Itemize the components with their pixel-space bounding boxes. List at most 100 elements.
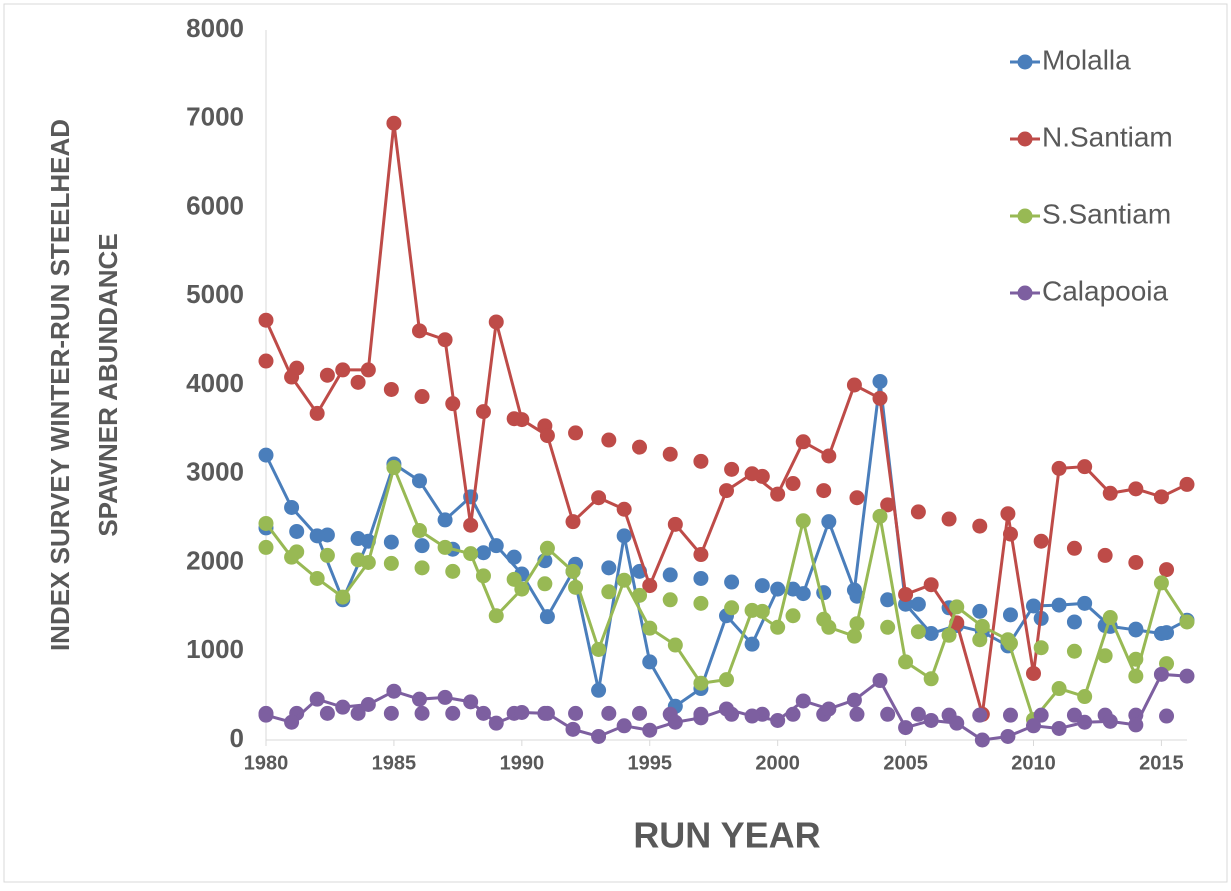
data-point <box>846 582 862 598</box>
data-point <box>795 434 811 450</box>
data-point <box>437 512 453 528</box>
trend-point <box>880 619 896 635</box>
data-point <box>412 691 427 707</box>
trend-point <box>475 545 491 561</box>
data-point <box>1102 713 1118 729</box>
data-point <box>1077 714 1093 730</box>
data-point <box>437 539 453 555</box>
trend-point <box>289 523 305 539</box>
data-point <box>284 499 300 515</box>
trend-point <box>445 563 461 579</box>
data-point <box>360 697 376 712</box>
x-tick-label: 1990 <box>500 752 545 774</box>
data-point <box>309 405 325 421</box>
trend-point <box>350 705 366 721</box>
trend-point <box>601 560 617 576</box>
data-point <box>258 312 274 328</box>
trend-point <box>1066 643 1082 659</box>
data-point <box>744 466 760 482</box>
trend-point <box>601 705 617 721</box>
trend-point <box>383 534 399 550</box>
data-point <box>795 586 811 602</box>
data-point <box>770 486 786 502</box>
data-point <box>642 620 658 636</box>
data-point <box>1000 632 1016 648</box>
data-point <box>821 701 837 717</box>
trend-point <box>319 367 335 383</box>
data-point <box>821 619 837 635</box>
data-point <box>386 683 402 699</box>
data-point <box>1051 720 1067 736</box>
legend-label: Molalla <box>1042 44 1131 75</box>
data-point <box>1153 489 1169 505</box>
trend-point <box>1002 707 1018 723</box>
data-point <box>1051 681 1067 697</box>
trend-point <box>754 578 770 594</box>
trend-point <box>632 439 648 455</box>
data-point <box>693 710 709 726</box>
data-point <box>412 523 427 539</box>
data-point <box>616 572 632 588</box>
data-point <box>770 581 786 597</box>
trend-point <box>383 381 399 397</box>
data-point <box>437 689 453 705</box>
data-point <box>846 377 862 393</box>
data-point <box>1153 575 1169 591</box>
data-point <box>565 563 581 579</box>
legend-label: N.Santiam <box>1042 121 1173 152</box>
data-point <box>1000 506 1016 522</box>
trend-point <box>910 596 926 612</box>
trend-point <box>319 705 335 721</box>
data-point <box>642 578 658 594</box>
x-tick-label: 2010 <box>1011 752 1056 774</box>
data-point <box>693 675 709 691</box>
data-point <box>1153 666 1169 682</box>
trend-point <box>662 592 678 608</box>
data-point <box>616 501 632 517</box>
y-tick-label: 4000 <box>186 368 244 398</box>
trend-point <box>1066 540 1082 556</box>
trend-point <box>693 453 709 469</box>
data-point <box>1051 597 1067 613</box>
data-point <box>591 641 607 657</box>
data-point <box>1077 459 1093 475</box>
trend-point <box>601 584 617 600</box>
y-tick-label: 0 <box>230 723 244 753</box>
trend-point <box>880 706 896 722</box>
trend-point <box>880 592 896 608</box>
data-point <box>360 362 376 378</box>
data-point <box>846 692 862 708</box>
trend-point <box>724 600 740 616</box>
trend-point <box>414 389 430 405</box>
data-point <box>591 728 607 744</box>
trend-point <box>414 705 430 721</box>
trend-point <box>662 446 678 462</box>
data-point <box>514 412 530 428</box>
data-point <box>565 514 581 530</box>
data-point <box>488 715 504 731</box>
trend-point <box>1097 648 1113 664</box>
data-point <box>514 581 530 597</box>
trend-point <box>506 549 522 565</box>
data-point <box>923 626 939 641</box>
data-point <box>667 516 683 532</box>
data-point <box>923 671 939 687</box>
data-point <box>1026 718 1041 734</box>
trend-point <box>1033 707 1049 723</box>
data-point <box>923 577 939 593</box>
trend-point <box>816 483 832 499</box>
data-point <box>616 718 632 734</box>
data-point <box>898 720 914 736</box>
y-tick-label: 2000 <box>186 545 244 575</box>
data-point <box>1153 626 1169 641</box>
trend-point <box>258 353 274 369</box>
data-point <box>591 490 607 506</box>
data-point <box>284 549 300 565</box>
data-point <box>309 691 325 707</box>
data-point <box>335 699 351 715</box>
data-point <box>539 428 555 444</box>
data-point <box>335 362 351 378</box>
trend-point <box>972 632 988 648</box>
data-point <box>642 722 658 738</box>
